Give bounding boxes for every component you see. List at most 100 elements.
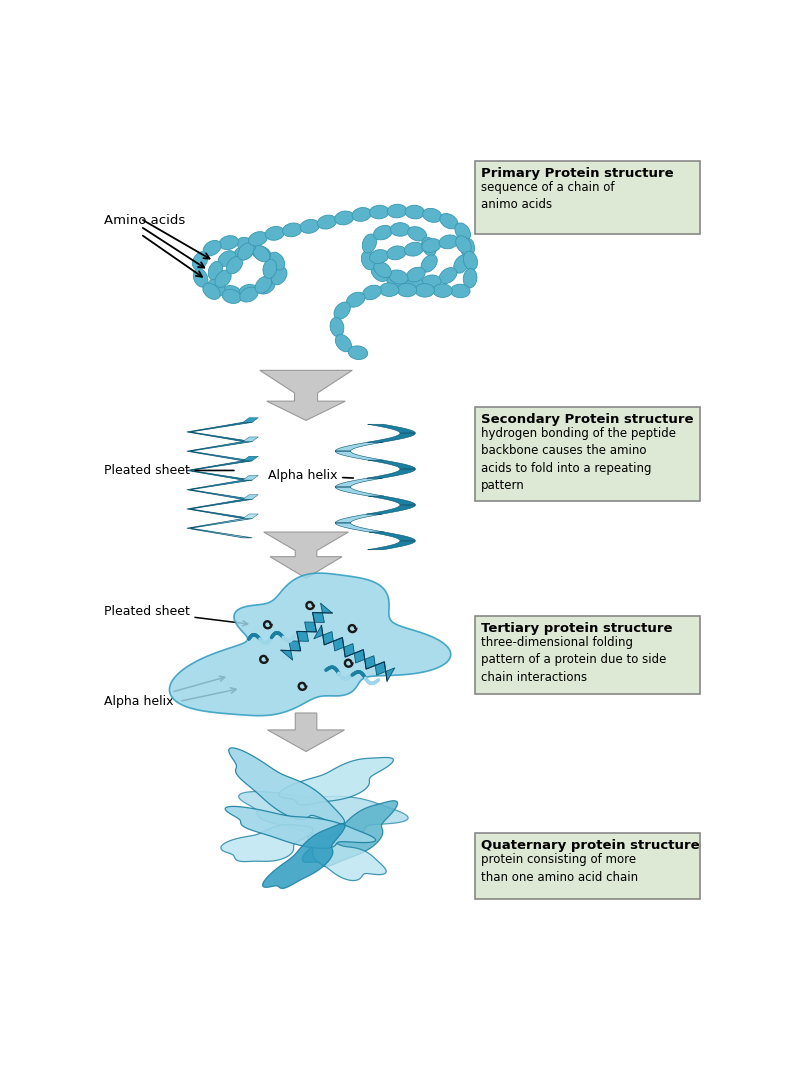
Text: Primary Protein structure: Primary Protein structure — [481, 167, 674, 180]
Polygon shape — [335, 478, 384, 496]
Ellipse shape — [406, 267, 426, 282]
Ellipse shape — [387, 246, 406, 260]
Ellipse shape — [334, 211, 354, 225]
Polygon shape — [366, 496, 415, 514]
Polygon shape — [281, 603, 332, 660]
Ellipse shape — [269, 252, 285, 271]
Ellipse shape — [204, 282, 223, 296]
FancyBboxPatch shape — [474, 407, 699, 501]
Ellipse shape — [415, 283, 434, 297]
Polygon shape — [279, 757, 394, 805]
Ellipse shape — [422, 239, 441, 252]
Polygon shape — [187, 461, 252, 480]
Ellipse shape — [389, 269, 408, 284]
Ellipse shape — [318, 215, 337, 229]
FancyBboxPatch shape — [474, 161, 699, 234]
Polygon shape — [264, 532, 349, 578]
Polygon shape — [335, 514, 385, 532]
Ellipse shape — [234, 246, 254, 260]
Text: Secondary Protein structure: Secondary Protein structure — [481, 413, 694, 426]
Polygon shape — [243, 475, 258, 480]
Ellipse shape — [362, 234, 377, 253]
Polygon shape — [314, 625, 395, 682]
Polygon shape — [170, 573, 450, 716]
Polygon shape — [335, 442, 383, 460]
Polygon shape — [302, 801, 398, 866]
Text: Amino acids: Amino acids — [103, 214, 185, 227]
Ellipse shape — [252, 246, 270, 261]
Ellipse shape — [386, 274, 406, 288]
Ellipse shape — [461, 239, 474, 258]
Ellipse shape — [193, 251, 208, 269]
Text: hydrogen bonding of the peptide
backbone causes the amino
acids to fold into a r: hydrogen bonding of the peptide backbone… — [481, 427, 676, 492]
Polygon shape — [243, 437, 258, 442]
Ellipse shape — [215, 271, 231, 288]
Ellipse shape — [362, 251, 375, 269]
Polygon shape — [187, 519, 252, 538]
Ellipse shape — [334, 302, 350, 320]
Polygon shape — [187, 442, 252, 461]
Ellipse shape — [439, 267, 457, 283]
Ellipse shape — [237, 237, 256, 252]
Ellipse shape — [253, 245, 270, 262]
Ellipse shape — [194, 268, 208, 288]
Ellipse shape — [387, 204, 406, 218]
Ellipse shape — [422, 209, 442, 223]
Polygon shape — [307, 835, 386, 881]
Ellipse shape — [226, 257, 242, 274]
Ellipse shape — [208, 261, 222, 280]
Ellipse shape — [335, 334, 351, 351]
Ellipse shape — [433, 284, 452, 297]
Polygon shape — [367, 424, 415, 442]
Polygon shape — [367, 460, 415, 478]
Ellipse shape — [422, 275, 441, 289]
Polygon shape — [243, 417, 258, 423]
Ellipse shape — [370, 249, 389, 263]
Ellipse shape — [257, 279, 275, 294]
Text: Tertiary protein structure: Tertiary protein structure — [481, 622, 672, 635]
Ellipse shape — [218, 250, 236, 266]
Text: protein consisting of more
than one amino acid chain: protein consisting of more than one amin… — [481, 853, 638, 884]
Ellipse shape — [239, 284, 258, 298]
Ellipse shape — [238, 243, 254, 260]
Ellipse shape — [454, 256, 469, 274]
Ellipse shape — [300, 219, 319, 233]
Ellipse shape — [374, 262, 391, 278]
Text: Pleated sheet: Pleated sheet — [103, 605, 248, 626]
Ellipse shape — [222, 285, 241, 299]
Polygon shape — [260, 371, 352, 421]
Ellipse shape — [265, 227, 285, 241]
Ellipse shape — [371, 265, 389, 281]
Ellipse shape — [282, 223, 302, 236]
Ellipse shape — [203, 241, 221, 256]
Ellipse shape — [348, 346, 368, 360]
Text: Pleated sheet: Pleated sheet — [103, 464, 234, 477]
Ellipse shape — [455, 223, 470, 241]
Ellipse shape — [390, 223, 410, 236]
FancyBboxPatch shape — [474, 833, 699, 899]
Ellipse shape — [346, 292, 365, 307]
Polygon shape — [187, 499, 252, 519]
Text: Quaternary protein structure: Quaternary protein structure — [481, 839, 699, 852]
Ellipse shape — [330, 317, 344, 337]
Polygon shape — [262, 823, 345, 888]
Ellipse shape — [450, 284, 470, 298]
Ellipse shape — [203, 283, 220, 299]
Ellipse shape — [422, 237, 436, 256]
Ellipse shape — [463, 268, 477, 288]
Ellipse shape — [352, 208, 371, 222]
Ellipse shape — [240, 288, 258, 302]
Ellipse shape — [374, 226, 392, 240]
Ellipse shape — [271, 267, 287, 284]
Polygon shape — [221, 824, 313, 862]
Ellipse shape — [398, 283, 417, 297]
Polygon shape — [187, 480, 252, 499]
Ellipse shape — [255, 276, 272, 293]
Ellipse shape — [440, 213, 458, 229]
Ellipse shape — [463, 251, 478, 271]
Ellipse shape — [379, 283, 399, 296]
Ellipse shape — [370, 206, 389, 218]
Ellipse shape — [405, 206, 425, 218]
Polygon shape — [267, 712, 345, 752]
Polygon shape — [229, 748, 345, 824]
